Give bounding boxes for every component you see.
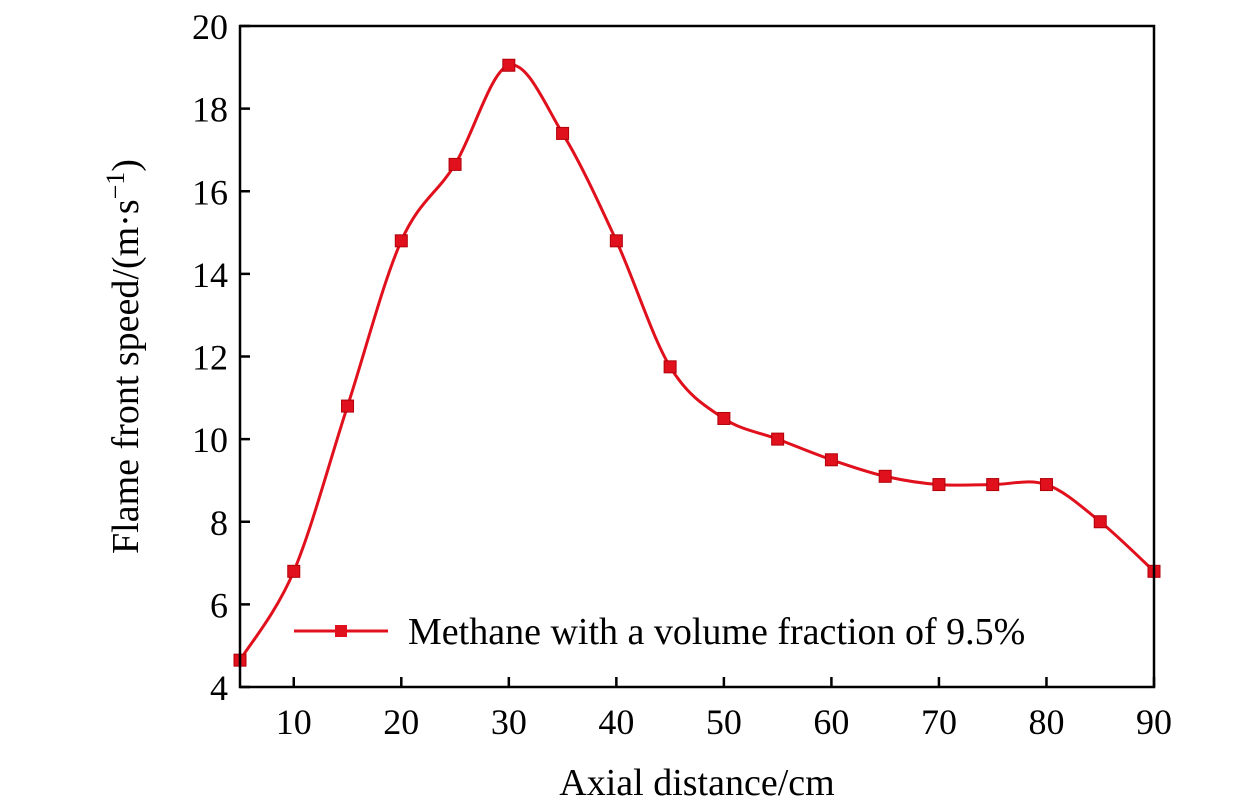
- x-tick-label: 40: [598, 702, 634, 742]
- data-point: [448, 157, 462, 171]
- x-axis-title: Axial distance/cm: [559, 762, 834, 804]
- y-tick-label: 10: [192, 420, 228, 460]
- y-axis-title: Flame front speed/(m·s−1): [101, 159, 147, 554]
- x-tick-label: 80: [1028, 702, 1064, 742]
- data-point: [1039, 478, 1053, 492]
- x-tick-label: 60: [813, 702, 849, 742]
- data-point: [502, 58, 516, 72]
- data-point: [932, 478, 946, 492]
- y-axis-title-main: Flame front speed/(m·s: [105, 199, 147, 554]
- data-point: [287, 564, 301, 578]
- x-tick-label: 10: [276, 702, 312, 742]
- data-point: [663, 360, 677, 374]
- data-point: [771, 432, 785, 446]
- series-line: [238, 63, 1156, 661]
- legend: Methane with a volume fraction of 9.5%: [294, 611, 1025, 653]
- x-tick-label: 20: [383, 702, 419, 742]
- axes: 10 20 30 40 50 60 70 80 90 4 6 8 10 12 14 16 18 20 Axial d…: [101, 7, 1172, 804]
- y-tick-label: 8: [210, 503, 228, 543]
- data-point: [878, 469, 892, 483]
- x-tick-label: 50: [706, 702, 742, 742]
- y-tick-label: 6: [210, 585, 228, 625]
- data-point: [1093, 515, 1107, 529]
- y-tick-label: 18: [192, 90, 228, 130]
- data-point: [717, 411, 731, 425]
- y-axis-title-suffix: ): [105, 159, 147, 172]
- data-point: [556, 126, 570, 140]
- y-tick-label: 14: [192, 255, 228, 295]
- x-tick-label: 30: [491, 702, 527, 742]
- data-point: [824, 453, 838, 467]
- x-tick-label: 70: [921, 702, 957, 742]
- legend-label: Methane with a volume fraction of 9.5%: [408, 611, 1025, 653]
- x-tick-label: 90: [1136, 702, 1172, 742]
- legend-marker: [335, 625, 347, 637]
- plot-frame: [238, 24, 1156, 689]
- y-tick-label: 12: [192, 338, 228, 378]
- y-axis-title-superscript: −1: [101, 172, 130, 200]
- plot-area: [233, 58, 1161, 667]
- data-point: [986, 478, 1000, 492]
- data-point: [341, 399, 355, 413]
- data-point: [609, 234, 623, 248]
- y-tick-label: 16: [192, 172, 228, 212]
- data-point: [394, 234, 408, 248]
- y-tick-label: 4: [210, 668, 228, 708]
- y-tick-label: 20: [192, 7, 228, 47]
